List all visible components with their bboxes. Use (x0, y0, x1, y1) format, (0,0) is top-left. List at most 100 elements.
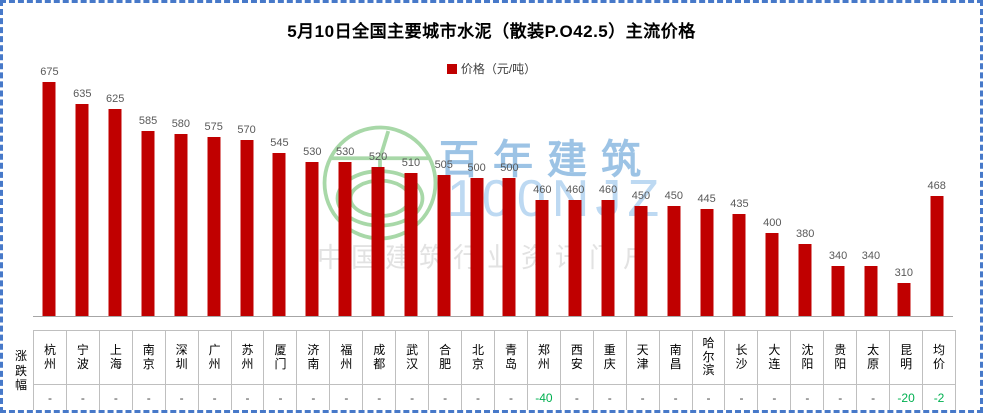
bar-value-label: 500 (467, 162, 486, 174)
city-name-cell: 青岛 (494, 331, 528, 385)
change-value-cell: -2 (923, 385, 956, 410)
bar-column: 625 (99, 68, 132, 316)
bar-column: 675 (33, 66, 66, 316)
change-value-cell: - (824, 385, 858, 410)
bar-column: 585 (132, 68, 165, 316)
city-name-cell: 西安 (560, 331, 594, 385)
city-name-cell: 太原 (857, 331, 891, 385)
bar-value-label: 570 (237, 124, 256, 136)
bar-column: 468 (920, 68, 953, 316)
price-bar (404, 173, 418, 316)
city-name-cell: 杭州 (34, 331, 67, 385)
change-value-cell: - (857, 385, 891, 410)
bar-value-label: 520 (368, 151, 388, 163)
change-value-cell: - (693, 385, 726, 410)
price-bar (897, 283, 911, 316)
price-bar (305, 162, 319, 316)
bar-column: 380 (789, 68, 822, 316)
bar-column: 505 (427, 68, 460, 316)
bar-column: 530 (329, 68, 362, 316)
price-bar (765, 233, 779, 316)
bar-value-label: 500 (500, 162, 519, 174)
change-value-cell: - (297, 385, 331, 410)
bar-column: 460 (559, 68, 592, 316)
bar-column: 500 (460, 68, 493, 316)
bar-plot: 675 635 625 585 580 575 570 545 530 530 520 510 505 5… (33, 66, 953, 317)
city-name-cell: 哈尔滨 (692, 331, 726, 385)
bar-column: 450 (657, 68, 690, 316)
change-value-cell: -40 (528, 385, 561, 410)
change-value-cell: - (264, 385, 298, 410)
bar-value-label: 460 (533, 184, 552, 196)
price-bar (371, 167, 385, 316)
bar-column: 575 (197, 68, 230, 316)
city-name-cell: 均价 (923, 331, 956, 385)
price-bar (831, 266, 845, 316)
city-name-cell: 合肥 (429, 331, 463, 385)
change-value-cell: - (495, 385, 528, 410)
bar-value-label: 450 (631, 190, 651, 202)
price-bar (141, 131, 155, 316)
bar-column: 635 (66, 68, 99, 316)
city-name-cell: 沈阳 (791, 331, 825, 385)
bar-value-label: 530 (335, 146, 355, 158)
bar-column: 445 (690, 68, 723, 316)
bar-value-label: 435 (730, 198, 749, 210)
change-value-cell: - (199, 385, 232, 410)
price-bar (338, 162, 352, 316)
price-bar (700, 209, 714, 316)
legend: 价格（元/吨） (3, 60, 980, 77)
city-name-cell: 贵阳 (824, 331, 858, 385)
city-name-cell: 宁波 (66, 331, 100, 385)
bar-value-label: 400 (763, 217, 782, 229)
legend-label: 价格（元/吨） (460, 62, 537, 76)
price-bar (667, 206, 681, 316)
city-name-cell: 武汉 (396, 331, 430, 385)
price-bar (732, 214, 746, 316)
change-value-cell: - (791, 385, 825, 410)
city-name-cell: 厦门 (264, 331, 298, 385)
bar-value-label: 445 (697, 193, 716, 205)
price-bar (601, 200, 615, 316)
bar-value-label: 510 (401, 157, 421, 169)
price-bar (470, 178, 484, 316)
change-value-cell: - (594, 385, 627, 410)
change-value-cell: - (133, 385, 166, 410)
change-value-cell: - (758, 385, 792, 410)
price-bar (437, 175, 451, 316)
price-bar (535, 200, 549, 316)
bar-column: 570 (230, 68, 263, 316)
bar-column: 460 (592, 68, 625, 316)
price-bar (174, 134, 188, 316)
change-value-cell: - (462, 385, 495, 410)
bar-column: 510 (394, 68, 427, 316)
change-value-cell: -20 (890, 385, 924, 410)
change-row-header: 涨跌幅 (15, 349, 28, 393)
city-name-cell: 昆明 (890, 331, 924, 385)
city-name-cell: 成都 (363, 331, 397, 385)
price-bar (634, 206, 648, 316)
bar-value-label: 530 (303, 146, 322, 158)
bar-value-label: 460 (598, 184, 618, 196)
city-name-cell: 长沙 (725, 331, 759, 385)
change-value-cell: - (561, 385, 594, 410)
change-value-cell: - (660, 385, 693, 410)
change-value-cell: - (232, 385, 265, 410)
change-value-cell: - (100, 385, 133, 410)
price-bar (207, 137, 221, 316)
price-bar (864, 266, 878, 316)
change-value-cell: - (34, 385, 67, 410)
legend-swatch-icon (446, 63, 457, 74)
city-name-cell: 重庆 (593, 331, 627, 385)
bar-column: 520 (362, 68, 395, 316)
bar-value-label: 545 (270, 137, 289, 149)
bar-value-label: 635 (73, 88, 92, 100)
bar-column: 460 (526, 68, 559, 316)
bar-column: 340 (822, 68, 855, 316)
city-name-cell: 苏州 (231, 331, 265, 385)
price-bar (75, 104, 89, 316)
bar-value-label: 340 (861, 250, 881, 262)
price-bar (502, 178, 516, 316)
bar-value-label: 580 (171, 118, 191, 130)
bar-column: 310 (887, 68, 920, 316)
